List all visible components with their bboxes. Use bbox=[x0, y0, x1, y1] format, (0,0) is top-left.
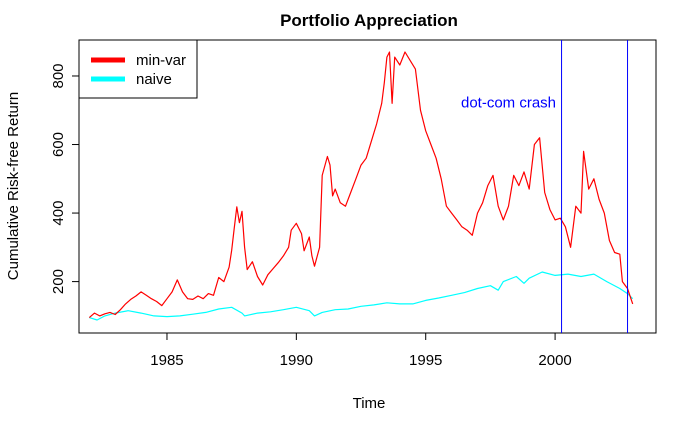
series-layer bbox=[88, 51, 634, 321]
dot-com-crash-annotation: dot-com crash bbox=[461, 95, 556, 112]
legend-box bbox=[78, 39, 198, 99]
series-line-naive bbox=[89, 271, 634, 321]
legend-label-naive: naive bbox=[136, 71, 172, 88]
x-tick-label-1: 1990 bbox=[280, 352, 313, 369]
y-tick-label-1: 400 bbox=[50, 201, 67, 226]
y-axis: 200 400 600 800 bbox=[50, 63, 80, 294]
x-tick-label-3: 2000 bbox=[538, 352, 571, 369]
chart-title: Portfolio Appreciation bbox=[280, 11, 458, 30]
y-tick-label-2: 600 bbox=[50, 132, 67, 157]
x-tick-label-0: 1985 bbox=[150, 352, 183, 369]
y-axis-label: Cumulative Risk-free Return bbox=[5, 92, 22, 280]
legend-label-min-var: min-var bbox=[136, 52, 186, 69]
legend: min-var naive bbox=[78, 39, 198, 99]
x-tick-label-2: 1995 bbox=[409, 352, 442, 369]
x-axis: 1985 1990 1995 2000 bbox=[150, 332, 572, 369]
vline-layer bbox=[561, 40, 629, 333]
y-tick-label-0: 200 bbox=[50, 269, 67, 294]
series-line-min-var bbox=[88, 51, 634, 319]
y-tick-label-3: 800 bbox=[50, 63, 67, 88]
x-axis-label: Time bbox=[353, 395, 386, 412]
